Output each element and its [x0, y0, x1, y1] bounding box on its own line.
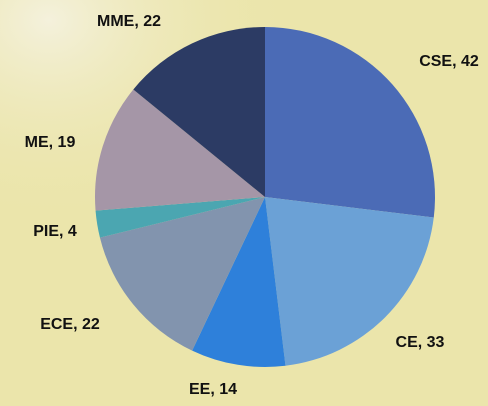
- pie-slice: [99, 197, 266, 351]
- data-label: MME, 22: [97, 13, 161, 30]
- data-label: EE, 14: [189, 381, 237, 398]
- pie-slice: [265, 27, 435, 218]
- pie-slice: [192, 197, 286, 367]
- data-label: PIE, 4: [33, 223, 77, 240]
- pie-slice: [95, 197, 265, 238]
- pie-slice: [265, 197, 434, 366]
- pie-slice: [133, 27, 265, 197]
- data-label: ME, 19: [25, 134, 76, 151]
- data-label: ECE, 22: [40, 316, 100, 333]
- pie-slice: [95, 89, 265, 211]
- data-label: CSE, 42: [419, 53, 479, 70]
- data-label: CE, 33: [396, 334, 445, 351]
